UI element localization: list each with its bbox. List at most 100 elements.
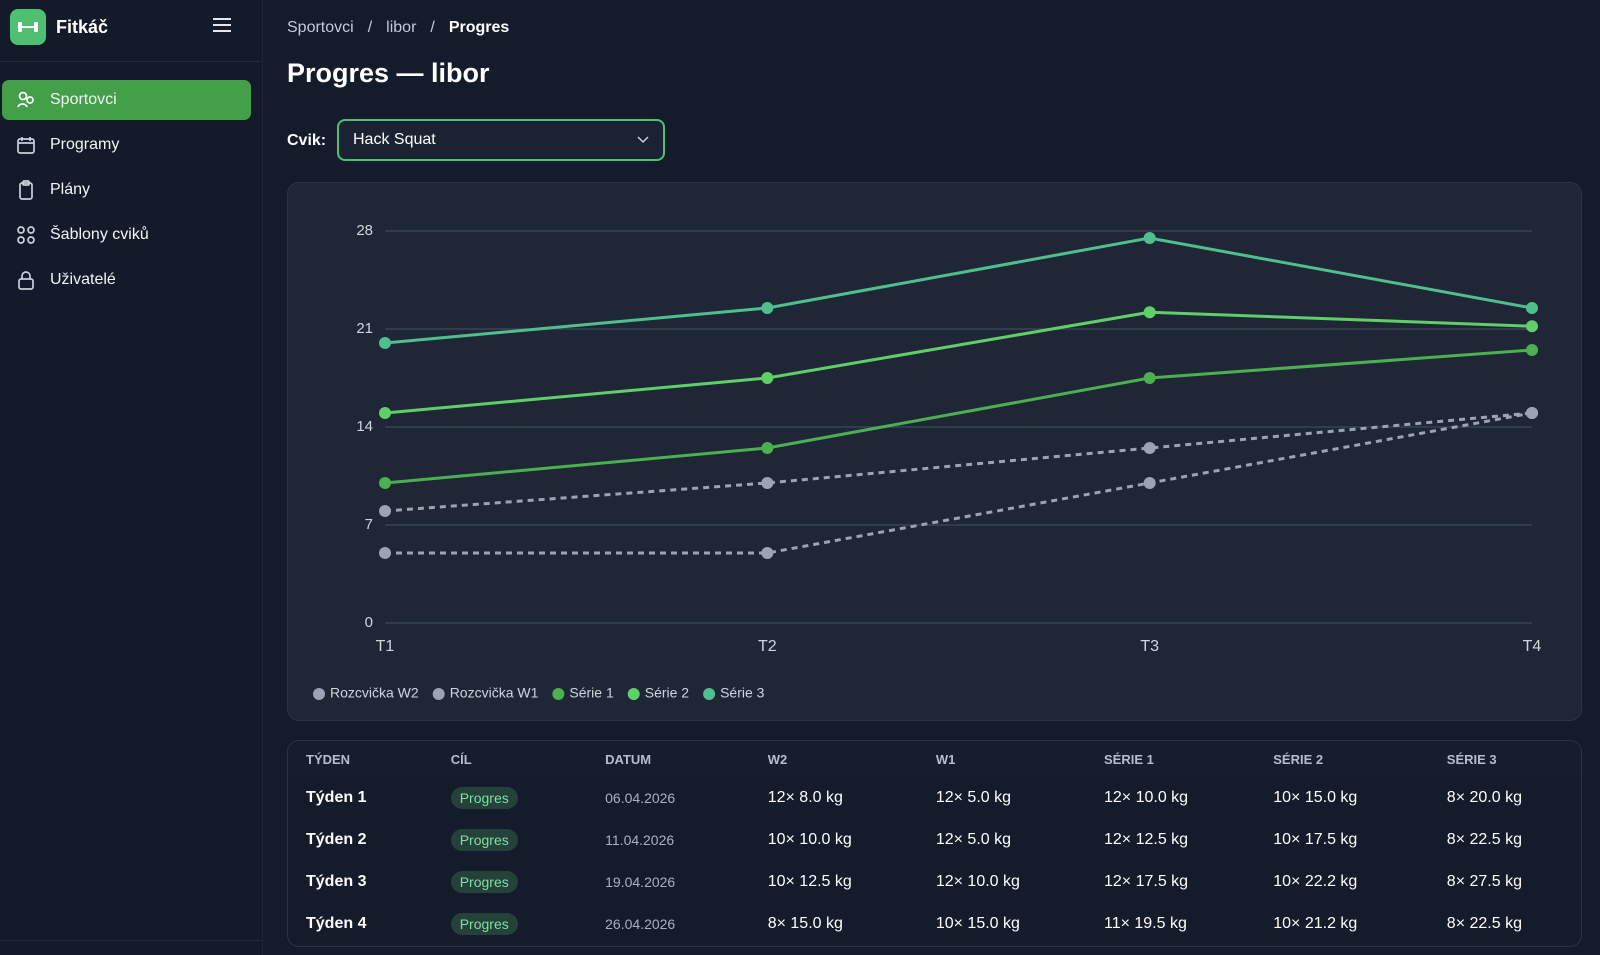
y-tick-label: 0	[365, 614, 373, 631]
header-row: TÝDEN CÍL DATUM W2 W1 SÉRIE 1 SÉRIE 2 SÉRIE 3	[288, 741, 1581, 777]
select-value: Hack Squat	[353, 131, 436, 148]
table-card: TÝDEN CÍL DATUM W2 W1 SÉRIE 1 SÉRIE 2 SÉRIE 3 Tý…	[287, 740, 1582, 947]
cell: 10× 21.2 kg	[1273, 915, 1358, 932]
breadcrumb: Sportovci / libor / Progres	[287, 19, 509, 37]
cell: 11× 19.5 kg	[1103, 915, 1187, 932]
legend-label: Rozcvička W2	[330, 685, 419, 701]
series-line	[384, 411, 1533, 513]
legend-item[interactable]: Série 1	[552, 685, 614, 701]
chart-card: 0 7 14 21 28 T1 T2 T3 T4 Rozcvička W2 Rozcvička W1…	[287, 182, 1582, 721]
column-header: W1	[917, 741, 1086, 777]
legend-item[interactable]: Rozcvička W2	[313, 685, 419, 701]
data-point	[1143, 372, 1156, 384]
table-row: Týden 2 Progres 11.04.2026 10× 10.0 kg 12× 5…	[288, 819, 1581, 861]
legend-label: Rozcvička W1	[450, 685, 539, 701]
data-point	[1143, 477, 1156, 489]
column-header: TÝDEN	[288, 741, 433, 777]
x-tick-label: T4	[1523, 638, 1542, 655]
table-row: Týden 3 Progres 19.04.2026 10× 12.5 kg 12× 1…	[288, 861, 1581, 903]
cell: 8× 22.5 kg	[1446, 831, 1522, 848]
legend-item[interactable]: Série 3	[703, 685, 765, 701]
goal-badge: Progres	[450, 913, 518, 935]
data-point	[379, 547, 391, 559]
legend-swatch	[313, 688, 325, 700]
data-point	[379, 407, 391, 419]
cell: 12× 8.0 kg	[767, 789, 843, 806]
chart: 0 7 14 21 28 T1 T2 T3 T4 Rozcvička W2 Rozcvička W1…	[313, 222, 1542, 701]
nav-label: Programy	[50, 136, 120, 153]
data-point	[1526, 320, 1538, 333]
cell: 8× 20.0 kg	[1446, 789, 1522, 806]
legend-swatch	[432, 688, 445, 700]
nav-item[interactable]: Sportovci	[2, 80, 251, 120]
cell: 10× 22.2 kg	[1273, 873, 1358, 890]
column-header: DATUM	[587, 741, 750, 777]
cell: Týden 2	[306, 831, 367, 848]
cell: 11.04.2026	[605, 832, 675, 848]
legend-item[interactable]: Rozcvička W1	[432, 685, 539, 701]
series-line	[384, 310, 1533, 415]
data-point	[761, 477, 774, 489]
data-point	[1526, 302, 1538, 314]
brand[interactable]: Fitkáč	[10, 8, 108, 46]
column-header: SÉRIE 1	[1085, 741, 1256, 777]
data-point	[379, 505, 391, 517]
cell: 12× 5.0 kg	[935, 789, 1012, 806]
table-body: Týden 1 Progres 06.04.2026 12× 8.0 kg 12× 5.…	[288, 777, 1581, 945]
cell: Progres	[433, 777, 587, 819]
nav-item[interactable]: Šablony cviků	[2, 215, 251, 255]
nav-item[interactable]: Plány	[2, 170, 251, 210]
cell: 10× 12.5 kg	[767, 873, 852, 890]
cell: 12× 17.5 kg	[1103, 873, 1189, 890]
sidebar: Fitkáč Sportovci Programy Plány Šablony …	[0, 0, 263, 955]
exercise-select[interactable]: Hack Squat	[337, 119, 665, 161]
legend-swatch	[703, 688, 716, 700]
cell: 06.04.2026	[605, 790, 676, 806]
crumb-link[interactable]: Sportovci	[287, 19, 354, 36]
series-line	[384, 236, 1533, 345]
cell: 10× 15.0 kg	[1273, 789, 1358, 806]
nav-label: Šablony cviků	[50, 226, 149, 243]
goal-badge: Progres	[450, 871, 518, 893]
table-row: Týden 4 Progres 26.04.2026 8× 15.0 kg 10× 15…	[288, 903, 1581, 945]
divider	[0, 940, 262, 941]
data-point	[1143, 306, 1156, 319]
logo	[10, 9, 46, 45]
legend-item[interactable]: Série 2	[627, 685, 690, 701]
y-tick-label: 7	[365, 516, 373, 533]
cell: 10× 15.0 kg	[935, 915, 1020, 932]
nav-label: Uživatelé	[50, 271, 116, 288]
cell: 12× 5.0 kg	[935, 831, 1012, 848]
column-header: SÉRIE 3	[1428, 741, 1581, 777]
cell: 12× 12.5 kg	[1103, 831, 1189, 848]
data-point	[761, 302, 774, 314]
cell: Progres	[433, 819, 587, 861]
legend-label: Série 1	[569, 685, 614, 701]
page-title: Progres — libor	[287, 58, 490, 88]
nav-label: Plány	[50, 181, 91, 198]
menu-toggle[interactable]	[212, 17, 232, 33]
cell: 8× 15.0 kg	[767, 915, 843, 932]
nav-item[interactable]: Programy	[2, 125, 251, 165]
legend-label: Série 3	[720, 685, 765, 701]
series-line	[385, 411, 1533, 555]
data-point	[379, 477, 391, 489]
x-tick-label: T3	[1140, 638, 1159, 655]
goal-badge: Progres	[450, 787, 518, 809]
exercise-label: Cvik:	[287, 132, 327, 149]
column-header: SÉRIE 2	[1255, 741, 1429, 777]
y-tick-label: 14	[356, 418, 373, 435]
crumb-link[interactable]: libor	[386, 19, 417, 36]
column-header: CÍL	[432, 741, 588, 777]
goal-badge: Progres	[450, 829, 518, 851]
data-point	[379, 337, 391, 349]
nav-item[interactable]: Uživatelé	[2, 260, 251, 300]
crumb-current: Progres	[448, 19, 510, 36]
data-point	[761, 372, 774, 384]
y-tick-label: 28	[356, 222, 373, 239]
brand-name: Fitkáč	[56, 16, 109, 37]
data-point	[761, 442, 774, 454]
divider	[0, 61, 262, 62]
cell: Progres	[433, 903, 587, 945]
